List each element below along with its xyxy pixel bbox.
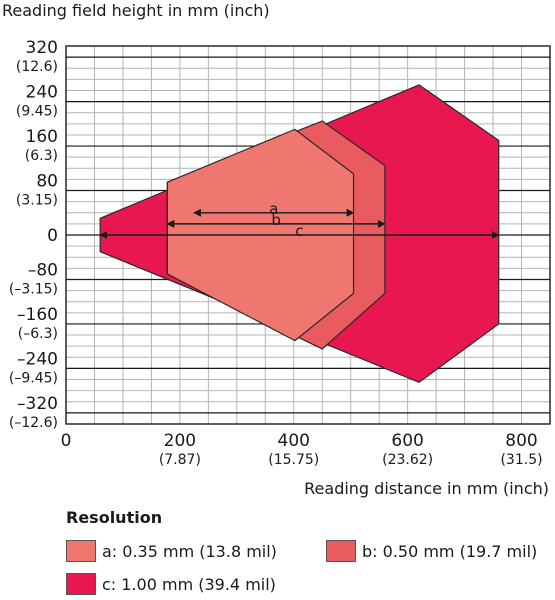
y-axis-title: Reading field height in mm (inch) [2,1,270,20]
legend-item-a: a: 0.35 mm (13.8 mil) [66,540,277,562]
x-tick-label: 400 [278,431,310,451]
y-tick-sublabel: (6.3) [25,148,58,164]
x-tick-sublabel: (23.62) [382,452,433,468]
x-tick-label: 200 [164,431,196,451]
x-tick-label: 600 [391,431,423,451]
y-tick-label: 160 [26,127,58,147]
dimension-label-b: b [271,211,281,229]
plot-frame [65,45,551,425]
y-ticks: 320(12.6)240(9.45)160(6.3)80(3.15)0–80(–… [9,38,58,431]
legend-item-b: b: 0.50 mm (19.7 mil) [326,540,537,562]
x-axis-title: Reading distance in mm (inch) [304,479,549,498]
y-tick-label: –160 [17,305,58,325]
dimension-label-a: a [269,200,278,218]
legend-label-c: c: 1.00 mm (39.4 mil) [102,574,276,594]
legend-label-b: b: 0.50 mm (19.7 mil) [362,541,538,561]
y-tick-label: –240 [17,349,58,369]
y-tick-label: 320 [26,38,58,58]
y-tick-sublabel: (3.15) [16,193,58,209]
x-tick-sublabel: (15.75) [268,452,319,468]
y-tick-sublabel: (–6.3) [18,326,58,342]
y-tick-sublabel: (–12.6) [9,415,58,431]
plot-border [65,45,551,425]
legend-label-a: a: 0.35 mm (13.8 mil) [102,541,277,561]
y-tick-label: –80 [28,260,58,280]
dimension-lines: abc [99,200,500,240]
y-tick-sublabel: (–3.15) [9,281,58,297]
y-tick-sublabel: (–9.45) [9,370,58,386]
y-tick-label: 240 [26,83,58,103]
x-tick-sublabel: (31.5) [500,452,542,468]
x-ticks: 0 200(7.87) 400(15.75) 600(23.62) 800(31.5) [61,431,543,468]
y-tick-label: 80 [36,172,58,192]
y-tick-sublabel: (12.6) [16,59,58,75]
x-tick-label: 800 [505,431,537,451]
legend-item-c: c: 1.00 mm (39.4 mil) [66,573,276,595]
legend-title: Resolution [66,508,163,527]
y-tick-sublabel: (9.45) [16,104,58,120]
legend-swatch-c [66,573,96,595]
legend-swatch-b [326,540,356,562]
x-tick-sublabel: (7.87) [159,452,201,468]
reading-field-chart: Reading field height in mm (inch) abc 32… [2,1,551,498]
legend-swatch-a [66,540,96,562]
y-tick-label: –320 [17,394,58,414]
y-tick-label: 0 [47,226,58,246]
x-tick-label: 0 [61,431,72,451]
legend: Resolution a: 0.35 mm (13.8 mil) b: 0.50… [66,508,546,598]
dimension-label-c: c [295,222,303,240]
